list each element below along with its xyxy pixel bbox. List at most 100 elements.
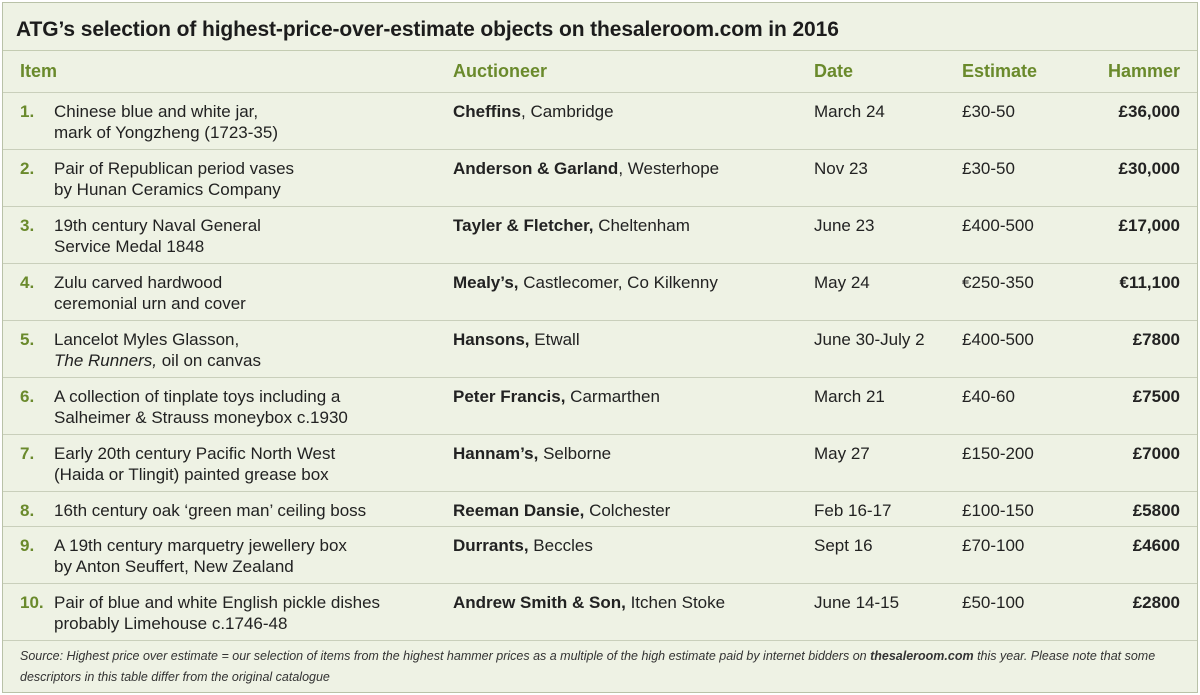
item-description: Pair of Republican period vases by Hunan … <box>54 158 294 200</box>
item-description: Pair of blue and white English pickle di… <box>54 592 380 634</box>
hammer-price: £7000 <box>1132 444 1180 463</box>
item-description: Zulu carved hardwood ceremonial urn and c… <box>54 272 246 314</box>
auctioneer-location: Etwall <box>529 330 580 349</box>
item-description: Early 20th century Pacific North West (Ha… <box>54 443 335 485</box>
item-line-1: 19th century Naval General <box>54 216 261 235</box>
auctioneer-name: Peter Francis, <box>453 387 566 406</box>
source-text-2: this year. Please note that some descrip… <box>20 649 1156 684</box>
auctioneer-name: Reeman Dansie, <box>453 501 585 520</box>
hammer-price: £7800 <box>1132 330 1180 349</box>
table-header-row: Item Auctioneer Date Estimate Hammer <box>3 51 1197 93</box>
sale-date: March 24 <box>814 102 885 121</box>
item-line-1: A 19th century marquetry jewellery box <box>54 536 347 555</box>
auctioneer-name: Mealy’s, <box>453 273 519 292</box>
item-line-1: Zulu carved hardwood <box>54 273 223 292</box>
item-line-2a: by Hunan Ceramics Company <box>54 180 281 199</box>
estimate-value: £30-50 <box>962 159 1015 178</box>
table-row: 8. 16th century oak ‘green man’ ceiling b… <box>3 492 1197 527</box>
auctioneer-cell: Reeman Dansie, Colchester <box>453 500 670 521</box>
auctioneer-location: Castlecomer, Co Kilkenny <box>518 273 718 292</box>
estimate-value: £150-200 <box>962 444 1034 463</box>
item-line-2: by Hunan Ceramics Company <box>54 179 294 200</box>
auctioneer-cell: Hansons, Etwall <box>453 329 580 350</box>
auctioneer-name: Andrew Smith & Son, <box>453 593 626 612</box>
item-number: 2. <box>20 159 35 178</box>
item-line-2: Service Medal 1848 <box>54 236 261 257</box>
item-number: 4. <box>20 273 35 292</box>
item-description: 16th century oak ‘green man’ ceiling bos… <box>54 500 366 521</box>
item-description: 19th century Naval General Service Medal … <box>54 215 261 257</box>
source-note: Source: Highest price over estimate = ou… <box>20 646 1185 688</box>
auctioneer-name: Tayler & Fletcher, <box>453 216 594 235</box>
hammer-price: €11,100 <box>1119 273 1180 292</box>
header-auctioneer: Auctioneer <box>453 61 548 81</box>
auctioneer-name: Cheffins <box>453 102 521 121</box>
estimate-value: £50-100 <box>962 593 1025 612</box>
item-line-2: (Haida or Tlingit) painted grease box <box>54 464 335 485</box>
auctioneer-location: Itchen Stoke <box>625 593 726 612</box>
sale-date: Nov 23 <box>814 159 868 178</box>
auctioneer-location: Carmarthen <box>565 387 660 406</box>
source-site: thesaleroom.com <box>870 649 974 663</box>
item-line-2a: Salheimer & Strauss moneybox c.1930 <box>54 408 348 427</box>
table-row: 9. A 19th century marquetry jewellery box… <box>3 527 1197 584</box>
estimate-value: £40-60 <box>962 387 1015 406</box>
sale-date: Sept 16 <box>814 536 873 555</box>
item-line-1: Lancelot Myles Glasson, <box>54 330 240 349</box>
estimate-value: £400-500 <box>962 216 1034 235</box>
table-body: 1. Chinese blue and white jar, mark of Yon… <box>3 93 1197 641</box>
item-number: 6. <box>20 387 35 406</box>
auctioneer-location: Cheltenham <box>593 216 690 235</box>
auctioneer-name: Hannam’s, <box>453 444 539 463</box>
header-hammer: Hammer <box>1107 61 1180 81</box>
item-line-1: A collection of tinplate toys including … <box>54 387 341 406</box>
hammer-price: £17,000 <box>1118 216 1180 235</box>
estimate-value: £100-150 <box>962 501 1034 520</box>
table-row: 4. Zulu carved hardwood ceremonial urn and… <box>3 264 1197 321</box>
auctioneer-cell: Hannam’s, Selborne <box>453 443 611 464</box>
auctioneer-cell: Peter Francis, Carmarthen <box>453 386 660 407</box>
hammer-price: £36,000 <box>1118 102 1180 121</box>
hammer-price: £5800 <box>1132 501 1180 520</box>
hammer-price: £4600 <box>1132 536 1180 555</box>
auctioneer-location: Colchester <box>584 501 671 520</box>
auctioneer-cell: Cheffins, Cambridge <box>453 101 614 122</box>
auctioneer-location: Beccles <box>528 536 593 555</box>
table-title: ATG’s selection of highest-price-over-es… <box>3 3 1197 51</box>
item-number: 3. <box>20 216 35 235</box>
table-row: 3. 19th century Naval General Service Meda… <box>3 207 1197 264</box>
sale-date: June 14-15 <box>814 593 900 612</box>
auctioneer-name: Durrants, <box>453 536 529 555</box>
item-description: Lancelot Myles Glasson, The Runners, oil … <box>54 329 261 371</box>
auctioneer-location: , Westerhope <box>618 159 720 178</box>
item-number: 5. <box>20 330 35 349</box>
table-row: 10. Pair of blue and white English pickle… <box>3 584 1197 641</box>
estimate-value: £400-500 <box>962 330 1034 349</box>
item-line-2a: probably Limehouse c.1746-48 <box>54 614 288 633</box>
source-text-1: Source: Highest price over estimate = ou… <box>20 649 871 663</box>
hammer-price: £2800 <box>1132 593 1180 612</box>
item-line-2: mark of Yongzheng (1723-35) <box>54 122 278 143</box>
sale-date: May 24 <box>814 273 870 292</box>
item-line-2a: ceremonial urn and cover <box>54 294 246 313</box>
item-number: 9. <box>20 536 35 555</box>
item-description: Chinese blue and white jar, mark of Yongz… <box>54 101 278 143</box>
auctioneer-cell: Tayler & Fletcher, Cheltenham <box>453 215 690 236</box>
auctioneer-cell: Andrew Smith & Son, Itchen Stoke <box>453 592 725 613</box>
sale-date: Feb 16-17 <box>814 501 892 520</box>
item-line-1: 16th century oak ‘green man’ ceiling bos… <box>54 501 367 520</box>
item-line-2a: by Anton Seuffert, New Zealand <box>54 557 294 576</box>
sale-date: June 23 <box>814 216 875 235</box>
item-line-2: probably Limehouse c.1746-48 <box>54 613 380 634</box>
item-number: 8. <box>20 501 35 520</box>
estimate-value: £30-50 <box>962 102 1015 121</box>
item-line-2: Salheimer & Strauss moneybox c.1930 <box>54 407 348 428</box>
item-description: A 19th century marquetry jewellery box by… <box>54 535 347 577</box>
sale-date: May 27 <box>814 444 870 463</box>
item-number: 1. <box>20 102 35 121</box>
sale-date: March 21 <box>814 387 885 406</box>
item-line-2b: oil on canvas <box>157 351 261 370</box>
table-row: 6. A collection of tinplate toys includin… <box>3 378 1197 435</box>
item-line-2a: Service Medal 1848 <box>54 237 205 256</box>
